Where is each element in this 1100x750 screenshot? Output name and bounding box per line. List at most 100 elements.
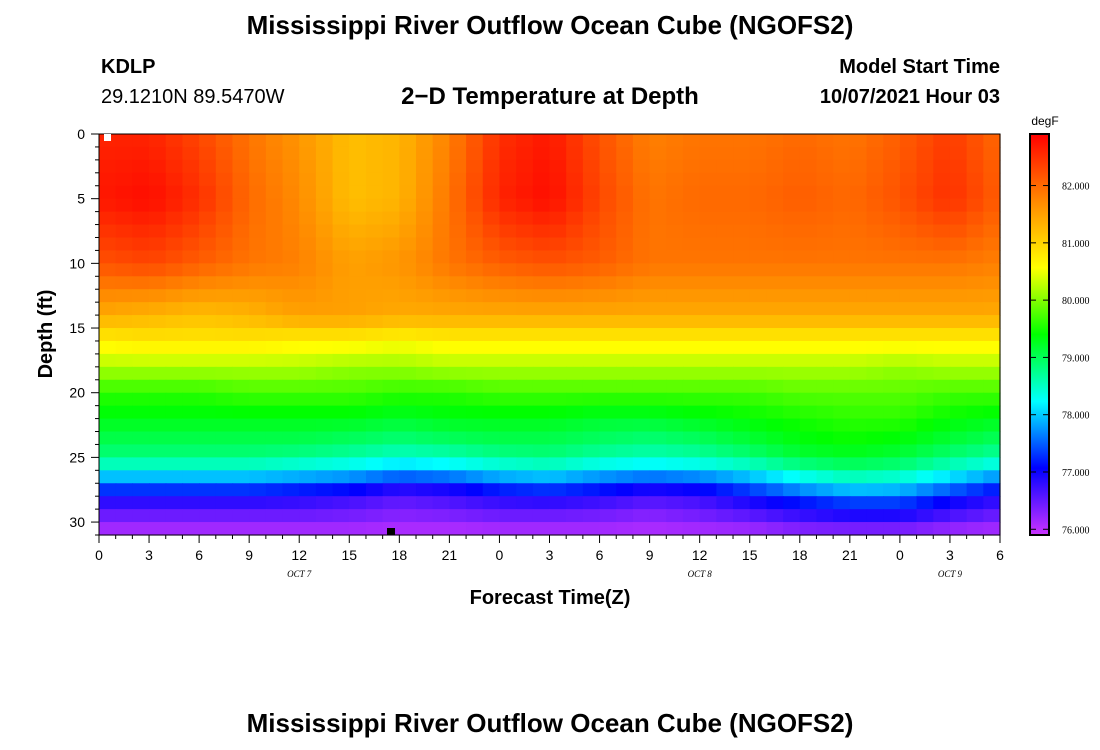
heatmap-cell — [499, 237, 517, 252]
heatmap-cell — [482, 353, 501, 368]
heatmap-cell — [582, 405, 601, 420]
heatmap-cell — [432, 379, 450, 394]
heatmap-cell — [399, 159, 417, 174]
heatmap-cell — [499, 302, 517, 316]
heatmap-cell — [282, 418, 300, 433]
heatmap-cell — [649, 263, 667, 277]
heatmap-cell — [599, 353, 617, 368]
heatmap-cell — [983, 379, 1001, 394]
heatmap-cell — [315, 444, 334, 458]
heatmap-cell — [883, 211, 901, 226]
heatmap-cell — [449, 366, 467, 381]
heatmap-cell — [666, 340, 684, 355]
heatmap-cell — [799, 366, 818, 381]
heatmap-cell — [983, 444, 1001, 458]
heatmap-cell — [883, 328, 901, 342]
heatmap-cell — [482, 198, 501, 213]
heatmap-cell — [532, 392, 551, 407]
heatmap-cell — [632, 340, 651, 355]
heatmap-cell — [165, 289, 184, 303]
heatmap-cell — [783, 392, 801, 407]
heatmap-cell — [232, 405, 250, 420]
heatmap-cell — [399, 211, 417, 226]
heatmap-cell — [315, 289, 334, 303]
heatmap-cell — [799, 276, 818, 290]
heatmap-cell — [215, 431, 234, 446]
heatmap-cell — [182, 185, 200, 200]
heatmap-cell — [766, 379, 784, 394]
heatmap-cell — [799, 457, 818, 471]
heatmap-cell — [399, 263, 417, 277]
heatmap-cell — [199, 418, 217, 433]
heatmap-cell — [699, 198, 717, 213]
heatmap-cell — [349, 457, 367, 471]
heatmap-cell — [849, 405, 868, 420]
heatmap-cell — [799, 134, 818, 148]
heatmap-cell — [632, 289, 651, 303]
heatmap-cell — [833, 263, 851, 277]
heatmap-cell — [482, 134, 501, 148]
heatmap-cell — [232, 379, 250, 394]
heatmap-cell — [649, 353, 667, 368]
heatmap-cell — [499, 470, 517, 484]
heatmap-cell — [149, 134, 167, 148]
heatmap-cell — [716, 405, 734, 420]
heatmap-cell — [749, 211, 768, 226]
heatmap-cell — [916, 159, 934, 174]
heatmap-cell — [99, 457, 117, 471]
heatmap-cell — [149, 470, 167, 484]
heatmap-cell — [616, 237, 634, 252]
heatmap-cell — [749, 224, 768, 239]
heatmap-cell — [733, 496, 751, 510]
heatmap-cell — [499, 172, 517, 187]
heatmap-cell — [666, 405, 684, 420]
heatmap-cell — [682, 159, 701, 174]
heatmap-cell — [416, 444, 434, 458]
heatmap-cell — [499, 185, 517, 200]
colorbar-tick-label: 77.000 — [1062, 468, 1090, 479]
heatmap-cell — [282, 340, 300, 355]
heatmap-cell — [749, 250, 768, 264]
heatmap-cell — [983, 392, 1001, 407]
heatmap-cell — [182, 470, 200, 484]
heatmap-cell — [332, 470, 350, 484]
heatmap-cell — [983, 483, 1001, 497]
heatmap-cell — [966, 250, 984, 264]
heatmap-cell — [165, 276, 184, 290]
colorbar-tick-label: 80.000 — [1062, 296, 1090, 307]
heatmap-cell — [399, 172, 417, 187]
heatmap-cell — [416, 289, 434, 303]
heatmap-cell — [132, 134, 150, 148]
heatmap-cell — [766, 211, 784, 226]
heatmap-cell — [666, 444, 684, 458]
heatmap-cell — [699, 483, 717, 497]
heatmap-cell — [899, 289, 918, 303]
heatmap-cell — [649, 224, 667, 239]
heatmap-cell — [766, 302, 784, 316]
heatmap-cell — [582, 483, 601, 497]
heatmap-cell — [382, 418, 400, 433]
heatmap-cell — [449, 457, 467, 471]
heatmap-cell — [249, 366, 267, 381]
heatmap-cell — [966, 185, 984, 200]
heatmap-cell — [682, 224, 701, 239]
heatmap-cell — [682, 405, 701, 420]
heatmap-cell — [716, 185, 734, 200]
heatmap-cell — [432, 328, 450, 342]
heatmap-cell — [949, 431, 968, 446]
heatmap-cell — [849, 418, 868, 433]
heatmap-cell — [165, 366, 184, 381]
heatmap-cell — [866, 379, 884, 394]
heatmap-cell — [132, 457, 150, 471]
heatmap-cell — [699, 405, 717, 420]
heatmap-cell — [199, 159, 217, 174]
heatmap-cell — [549, 457, 567, 471]
heatmap-cell — [749, 444, 768, 458]
heatmap-cell — [766, 250, 784, 264]
heatmap-cell — [833, 405, 851, 420]
heatmap-cell — [749, 340, 768, 355]
heatmap-cell — [315, 302, 334, 316]
heatmap-cell — [115, 224, 133, 239]
heatmap-cell — [599, 315, 617, 329]
heatmap-cell — [899, 340, 918, 355]
